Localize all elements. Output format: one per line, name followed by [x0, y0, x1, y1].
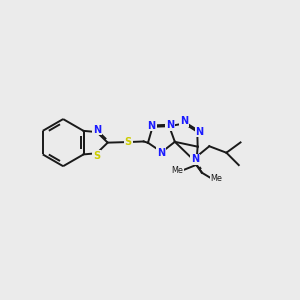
Text: N: N: [196, 127, 204, 137]
Text: S: S: [93, 151, 100, 160]
Text: N: N: [157, 148, 165, 158]
Text: N: N: [191, 154, 199, 164]
Text: S: S: [125, 137, 132, 147]
Text: N: N: [166, 120, 174, 130]
Text: Me: Me: [210, 173, 222, 182]
Text: N: N: [180, 116, 188, 126]
Text: Me: Me: [172, 166, 184, 175]
Text: N: N: [148, 121, 156, 130]
Text: N: N: [93, 125, 101, 135]
